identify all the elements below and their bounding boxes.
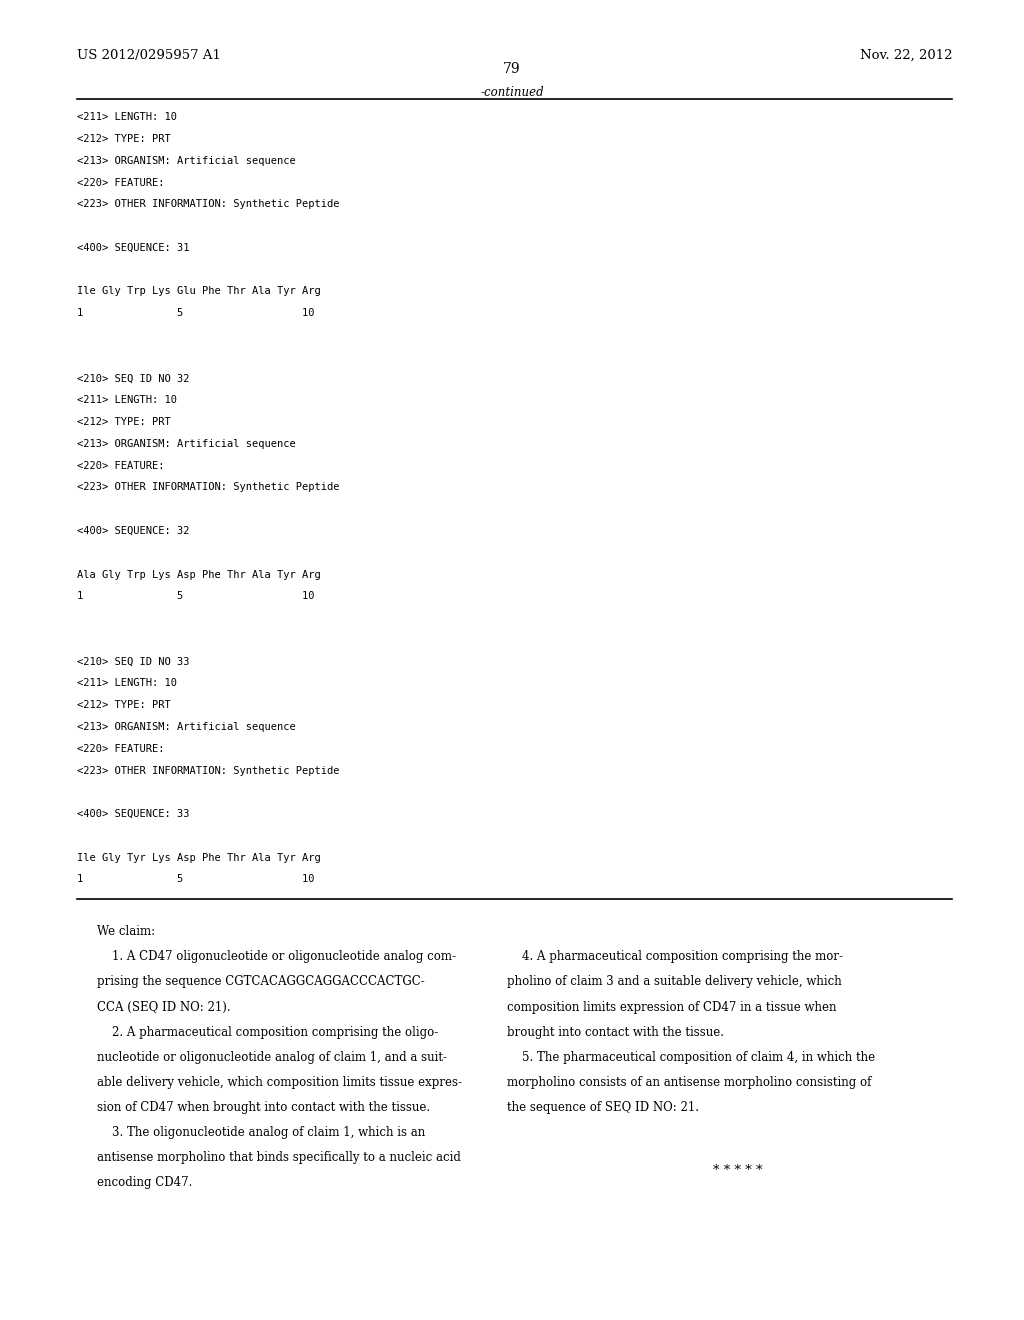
Text: pholino of claim 3 and a suitable delivery vehicle, which: pholino of claim 3 and a suitable delive…	[507, 975, 842, 989]
Text: <220> FEATURE:: <220> FEATURE:	[77, 744, 164, 754]
Text: We claim:: We claim:	[97, 925, 156, 939]
Text: <213> ORGANISM: Artificial sequence: <213> ORGANISM: Artificial sequence	[77, 156, 296, 166]
Text: 3. The oligonucleotide analog of claim 1, which is an: 3. The oligonucleotide analog of claim 1…	[97, 1126, 426, 1139]
Text: <220> FEATURE:: <220> FEATURE:	[77, 177, 164, 187]
Text: <210> SEQ ID NO 33: <210> SEQ ID NO 33	[77, 657, 189, 667]
Text: <223> OTHER INFORMATION: Synthetic Peptide: <223> OTHER INFORMATION: Synthetic Pepti…	[77, 482, 339, 492]
Text: 1               5                   10: 1 5 10	[77, 591, 314, 602]
Text: <400> SEQUENCE: 32: <400> SEQUENCE: 32	[77, 525, 189, 536]
Text: Ile Gly Trp Lys Glu Phe Thr Ala Tyr Arg: Ile Gly Trp Lys Glu Phe Thr Ala Tyr Arg	[77, 286, 321, 297]
Text: encoding CD47.: encoding CD47.	[97, 1176, 193, 1189]
Text: Ala Gly Trp Lys Asp Phe Thr Ala Tyr Arg: Ala Gly Trp Lys Asp Phe Thr Ala Tyr Arg	[77, 570, 321, 579]
Text: <211> LENGTH: 10: <211> LENGTH: 10	[77, 112, 177, 123]
Text: -continued: -continued	[480, 86, 544, 99]
Text: <211> LENGTH: 10: <211> LENGTH: 10	[77, 678, 177, 689]
Text: US 2012/0295957 A1: US 2012/0295957 A1	[77, 49, 221, 62]
Text: <223> OTHER INFORMATION: Synthetic Peptide: <223> OTHER INFORMATION: Synthetic Pepti…	[77, 766, 339, 776]
Text: 1               5                   10: 1 5 10	[77, 309, 314, 318]
Text: <212> TYPE: PRT: <212> TYPE: PRT	[77, 700, 171, 710]
Text: <213> ORGANISM: Artificial sequence: <213> ORGANISM: Artificial sequence	[77, 722, 296, 733]
Text: nucleotide or oligonucleotide analog of claim 1, and a suit-: nucleotide or oligonucleotide analog of …	[97, 1051, 447, 1064]
Text: 5. The pharmaceutical composition of claim 4, in which the: 5. The pharmaceutical composition of cla…	[507, 1051, 874, 1064]
Text: antisense morpholino that binds specifically to a nucleic acid: antisense morpholino that binds specific…	[97, 1151, 461, 1164]
Text: Ile Gly Tyr Lys Asp Phe Thr Ala Tyr Arg: Ile Gly Tyr Lys Asp Phe Thr Ala Tyr Arg	[77, 853, 321, 863]
Text: CCA (SEQ ID NO: 21).: CCA (SEQ ID NO: 21).	[97, 1001, 230, 1014]
Text: <400> SEQUENCE: 31: <400> SEQUENCE: 31	[77, 243, 189, 253]
Text: <213> ORGANISM: Artificial sequence: <213> ORGANISM: Artificial sequence	[77, 438, 296, 449]
Text: <211> LENGTH: 10: <211> LENGTH: 10	[77, 396, 177, 405]
Text: 4. A pharmaceutical composition comprising the mor-: 4. A pharmaceutical composition comprisi…	[507, 950, 843, 964]
Text: Nov. 22, 2012: Nov. 22, 2012	[860, 49, 952, 62]
Text: <400> SEQUENCE: 33: <400> SEQUENCE: 33	[77, 809, 189, 820]
Text: <212> TYPE: PRT: <212> TYPE: PRT	[77, 133, 171, 144]
Text: brought into contact with the tissue.: brought into contact with the tissue.	[507, 1026, 724, 1039]
Text: <223> OTHER INFORMATION: Synthetic Peptide: <223> OTHER INFORMATION: Synthetic Pepti…	[77, 199, 339, 210]
Text: composition limits expression of CD47 in a tissue when: composition limits expression of CD47 in…	[507, 1001, 837, 1014]
Text: * * * * *: * * * * *	[713, 1164, 762, 1176]
Text: <220> FEATURE:: <220> FEATURE:	[77, 461, 164, 471]
Text: prising the sequence CGTCACAGGCAGGACCCACTGC-: prising the sequence CGTCACAGGCAGGACCCAC…	[97, 975, 425, 989]
Text: 79: 79	[503, 62, 521, 77]
Text: <212> TYPE: PRT: <212> TYPE: PRT	[77, 417, 171, 428]
Text: 2. A pharmaceutical composition comprising the oligo-: 2. A pharmaceutical composition comprisi…	[97, 1026, 438, 1039]
Text: the sequence of SEQ ID NO: 21.: the sequence of SEQ ID NO: 21.	[507, 1101, 698, 1114]
Text: <210> SEQ ID NO 32: <210> SEQ ID NO 32	[77, 374, 189, 384]
Text: 1. A CD47 oligonucleotide or oligonucleotide analog com-: 1. A CD47 oligonucleotide or oligonucleo…	[97, 950, 457, 964]
Text: morpholino consists of an antisense morpholino consisting of: morpholino consists of an antisense morp…	[507, 1076, 871, 1089]
Text: 1               5                   10: 1 5 10	[77, 874, 314, 884]
Text: sion of CD47 when brought into contact with the tissue.: sion of CD47 when brought into contact w…	[97, 1101, 430, 1114]
Text: able delivery vehicle, which composition limits tissue expres-: able delivery vehicle, which composition…	[97, 1076, 462, 1089]
